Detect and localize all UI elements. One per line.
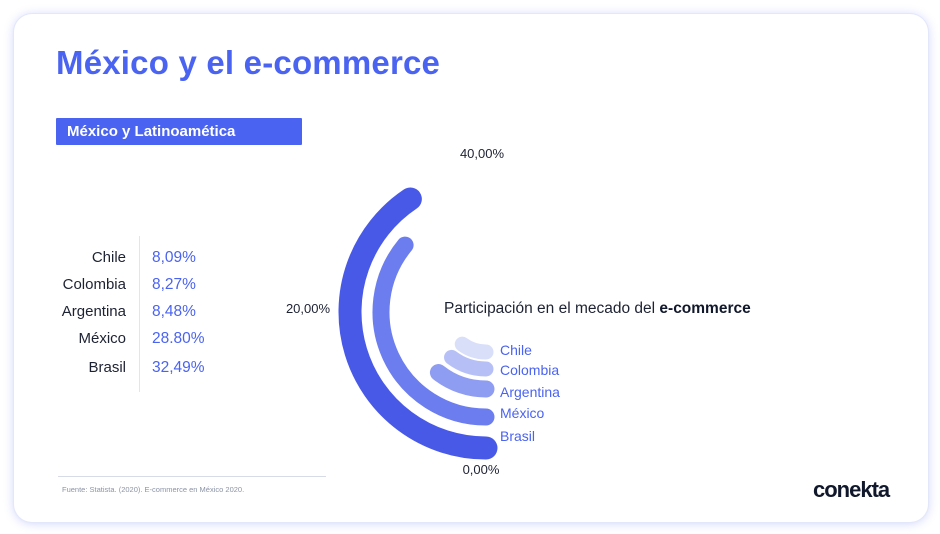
country-name: Argentina (61, 303, 126, 320)
country-value: 32,49% (152, 359, 205, 376)
table-row-colombia: Colombia 8,27% (40, 273, 300, 297)
source-divider (58, 476, 326, 477)
source-note: Fuente: Statista. (2020). E-commerce en … (62, 485, 245, 494)
country-name: México (78, 330, 126, 347)
country-value: 8,27% (152, 276, 196, 293)
table-row-chile: Chile 8,09% (40, 246, 300, 270)
legend-label: Colombia (500, 362, 559, 378)
chart-title: Participación en el mecado del e-commerc… (444, 300, 751, 317)
bar-argentina (429, 364, 495, 398)
legend-label: Brasil (500, 428, 535, 444)
legend-label: Chile (500, 342, 532, 358)
tick-label-top: 40,00% (460, 146, 505, 161)
bar-chile (454, 336, 494, 360)
table-row-brasil: Brasil 32,49% (40, 356, 300, 380)
country-name: Colombia (62, 276, 126, 293)
page-title: México y el e-commerce (56, 44, 441, 81)
bar-brasil (338, 187, 498, 460)
chart-legend: Chile Colombia Argentina México Brasil (500, 342, 560, 444)
table-row-mexico: México 28.80% (40, 327, 300, 351)
table-row-argentina: Argentina 8,48% (40, 300, 300, 324)
tick-label-bottom: 0,00% (463, 462, 500, 477)
country-value: 8,48% (152, 303, 196, 320)
chart-title-prefix: Participación en el mecado del (444, 300, 659, 317)
section-badge: México y Latinoamética (56, 118, 302, 145)
chart-title-bold: e-commerce (659, 300, 751, 317)
country-name: Chile (91, 249, 126, 266)
bar-colombia (444, 349, 494, 377)
chart-bars (338, 187, 498, 460)
table-divider (139, 236, 140, 392)
conekta-logo: conekta (813, 477, 890, 502)
tick-label-middle: 20,00% (286, 301, 331, 316)
legend-label: Argentina (500, 384, 560, 400)
country-value: 8,09% (152, 249, 196, 266)
legend-label: México (500, 405, 545, 421)
bar-mexico (372, 236, 495, 426)
country-value: 28.80% (152, 330, 205, 347)
country-name: Brasil (88, 359, 126, 376)
